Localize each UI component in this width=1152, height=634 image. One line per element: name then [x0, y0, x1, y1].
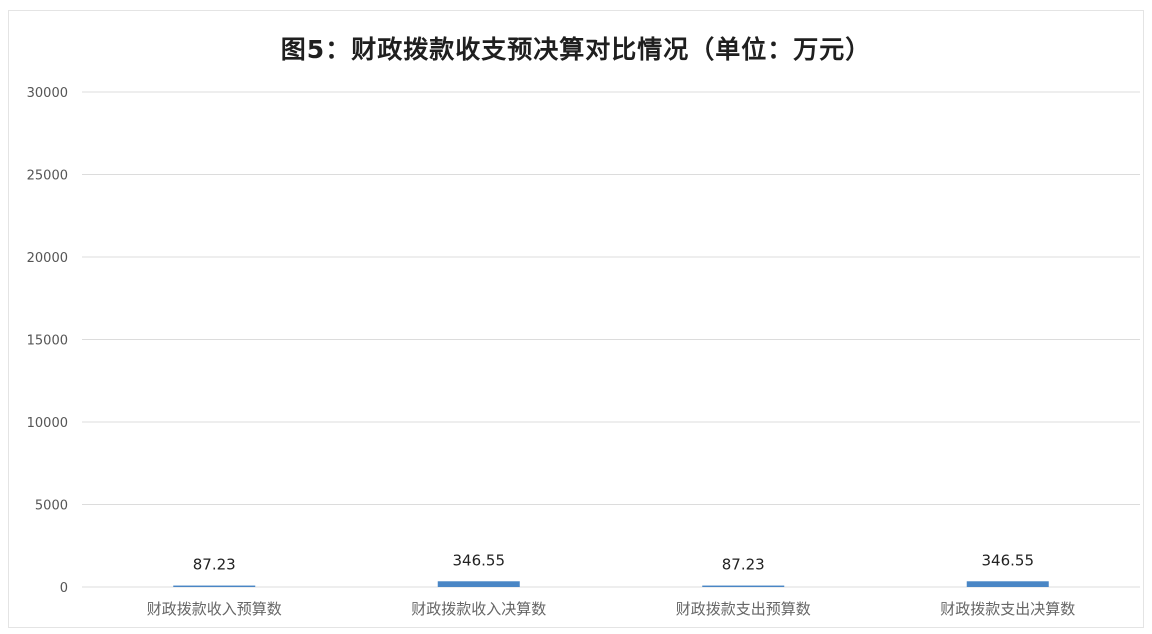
data-label: 346.55	[453, 551, 506, 569]
y-tick-label: 15000	[27, 334, 68, 349]
bar	[967, 581, 1049, 587]
y-tick-label: 10000	[27, 416, 68, 431]
bar	[702, 586, 784, 587]
x-tick-label: 财政拨款支出预算数	[676, 600, 811, 618]
y-tick-label: 5000	[35, 499, 68, 514]
bar	[173, 586, 255, 587]
x-tick-label: 财政拨款收入决算数	[411, 600, 546, 618]
data-label: 346.55	[982, 551, 1035, 569]
y-tick-label: 25000	[27, 169, 68, 184]
x-tick-label: 财政拨款收入预算数	[147, 600, 282, 618]
y-tick-label: 0	[60, 581, 68, 596]
data-label: 87.23	[722, 556, 765, 574]
bar	[438, 581, 520, 587]
y-tick-label: 30000	[27, 86, 68, 101]
x-tick-label: 财政拨款支出决算数	[940, 600, 1075, 618]
data-label: 87.23	[193, 556, 236, 574]
y-tick-label: 20000	[27, 251, 68, 266]
